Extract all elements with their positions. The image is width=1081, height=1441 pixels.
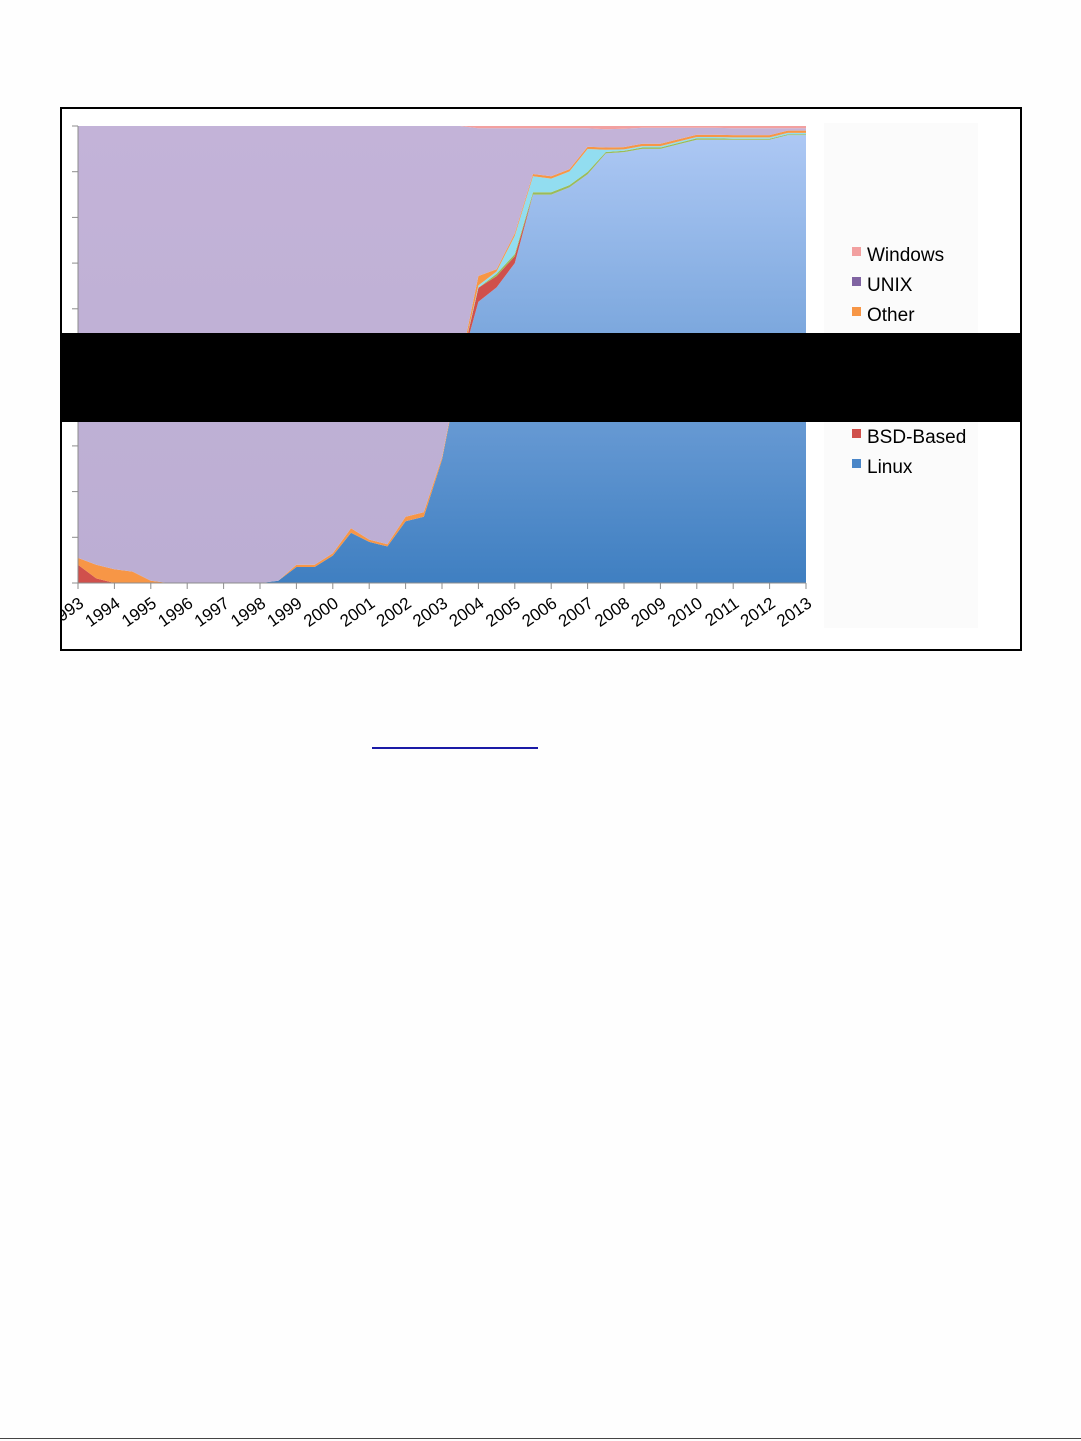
- x-tick-label: 1993: [62, 594, 87, 631]
- x-tick-label: 2006: [518, 594, 560, 631]
- legend-swatch-windows: [852, 247, 861, 256]
- x-tick-label: 2007: [555, 594, 597, 631]
- x-tick-label: 2013: [773, 594, 815, 631]
- x-tick-label: 2012: [737, 594, 779, 631]
- x-tick-label: 2011: [702, 594, 743, 631]
- x-tick-label: 1998: [227, 594, 269, 631]
- x-tick-label: 1999: [264, 594, 306, 631]
- x-tick-label: 2004: [446, 594, 488, 631]
- legend-swatch-linux: [852, 459, 861, 468]
- hyperlink-underline[interactable]: [372, 747, 538, 749]
- legend-swatch-other: [852, 307, 861, 316]
- x-tick-label: 2009: [628, 594, 670, 631]
- bottom-rule: [0, 1438, 1081, 1439]
- x-tick-label: 2002: [373, 594, 415, 631]
- x-tick-label: 2010: [664, 594, 706, 631]
- x-tick-label: 1995: [118, 594, 160, 631]
- redaction-bar: [60, 333, 1022, 422]
- legend-label-unix: UNIX: [867, 275, 913, 296]
- x-tick-label: 2008: [591, 594, 633, 631]
- legend-label-other: Other: [867, 305, 915, 326]
- x-tick-label: 1997: [191, 594, 233, 631]
- x-tick-label: 2005: [482, 594, 524, 631]
- legend-label-windows: Windows: [867, 245, 944, 266]
- x-tick-label: 2003: [409, 594, 451, 631]
- x-tick-label: 2000: [300, 594, 342, 631]
- x-tick-label: 2001: [336, 594, 378, 631]
- legend-label-bsd-based: BSD-Based: [867, 427, 966, 448]
- legend-swatch-bsd-based: [852, 429, 861, 438]
- x-tick-label: 1994: [82, 594, 124, 631]
- area-windows: [78, 126, 806, 130]
- x-tick-label: 1996: [154, 594, 196, 631]
- legend-label-linux: Linux: [867, 457, 913, 478]
- area-linux: [78, 135, 806, 583]
- legend-swatch-unix: [852, 277, 861, 286]
